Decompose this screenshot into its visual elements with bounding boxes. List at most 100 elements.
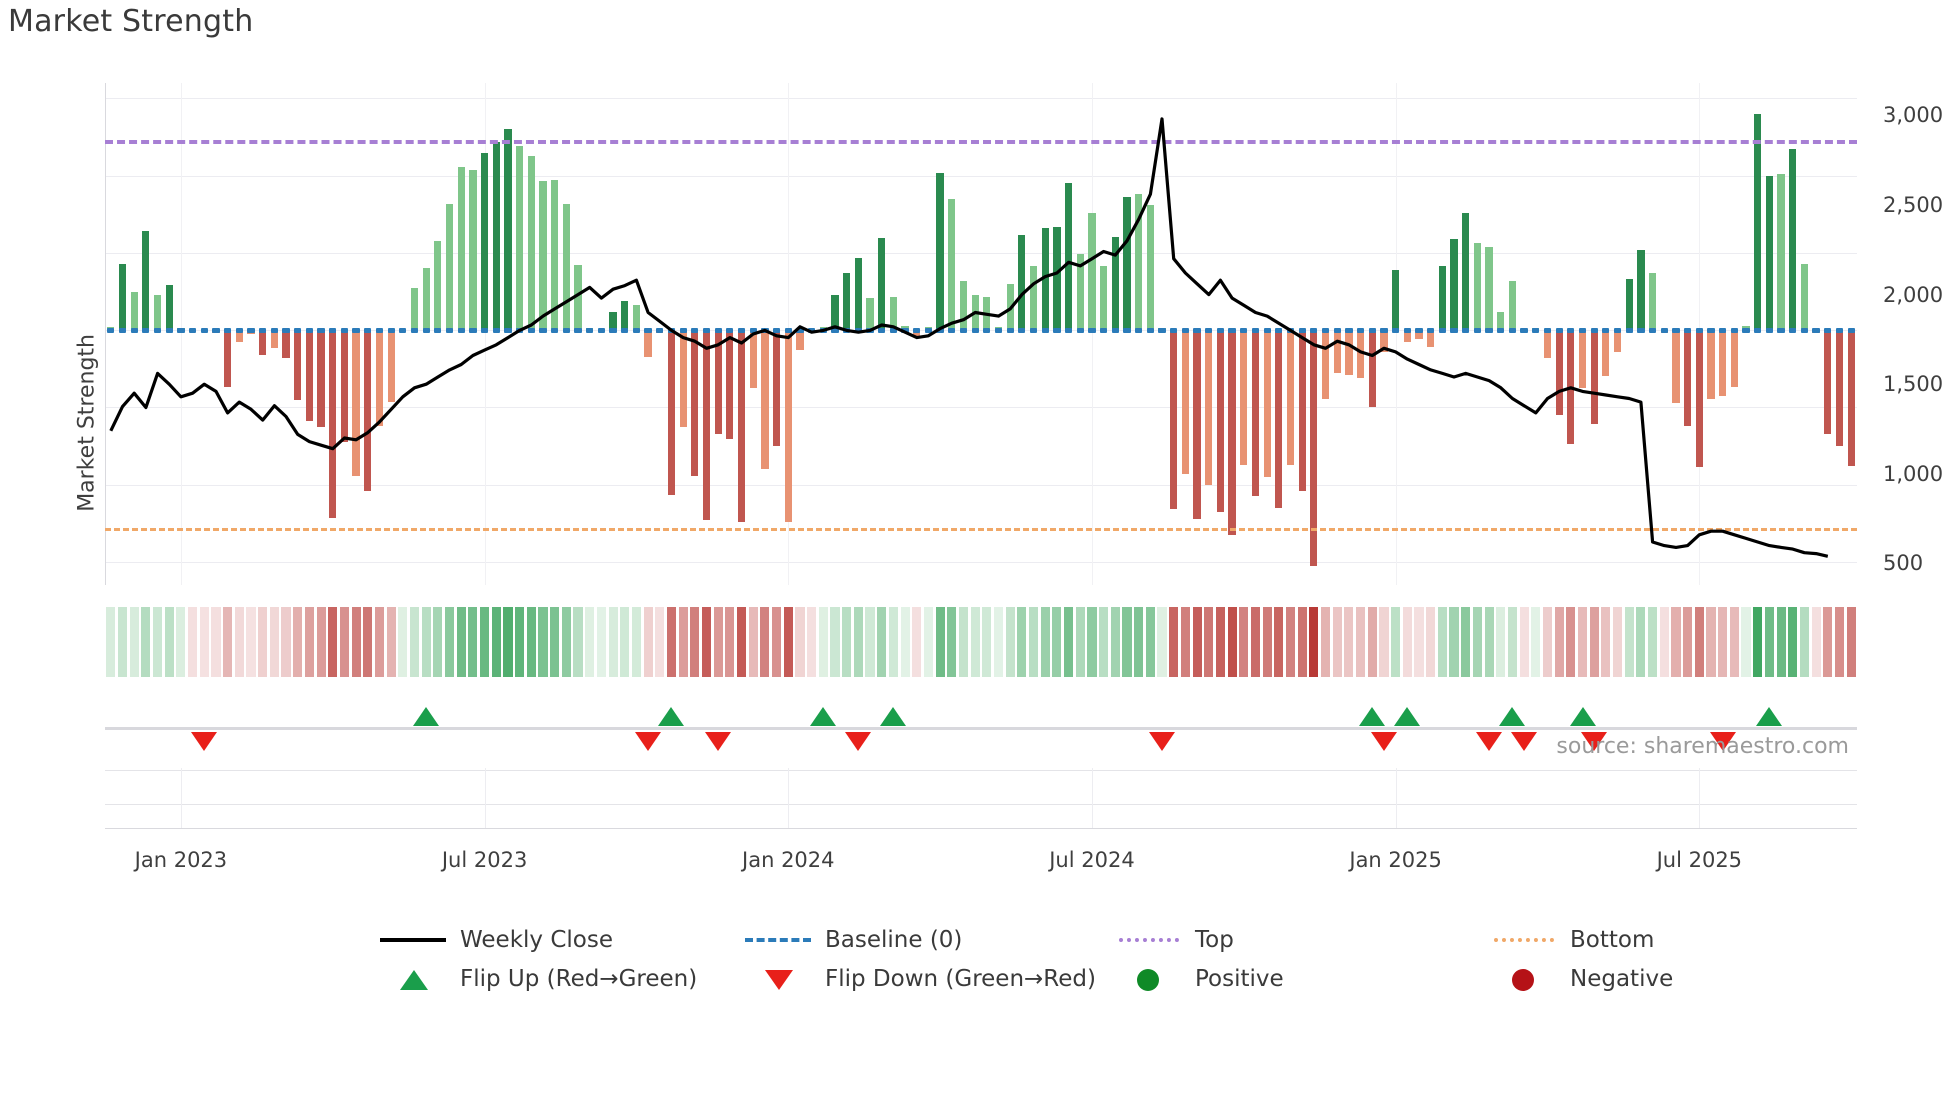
heatmap-cell[interactable] [1671,607,1681,677]
strength-bar[interactable] [539,181,547,331]
heatmap-cell[interactable] [339,607,349,677]
legend-item-top[interactable]: Top [1115,920,1234,959]
strength-bar[interactable] [469,170,477,331]
strength-bar[interactable] [1824,330,1832,435]
heatmap-cell[interactable] [1531,607,1541,677]
strength-bar[interactable] [224,330,232,387]
strength-bar[interactable] [1088,212,1096,331]
heatmap-cell[interactable] [865,607,875,677]
heatmap-cell[interactable] [772,607,782,677]
legend-item-baseline[interactable]: Baseline (0) [745,920,962,959]
strength-bar[interactable] [1123,196,1131,331]
heatmap-cell[interactable] [1215,607,1225,677]
strength-bar[interactable] [574,265,582,331]
heatmap-cell[interactable] [1064,607,1074,677]
strength-bar[interactable] [1730,330,1738,387]
strength-bar[interactable] [901,325,909,331]
heatmap-cell[interactable] [1157,607,1167,677]
flip-up-marker[interactable] [1394,707,1421,726]
strength-bar[interactable] [1275,330,1283,508]
strength-bar[interactable] [270,330,278,348]
strength-bar[interactable] [562,204,570,331]
strength-bar[interactable] [1251,330,1260,497]
heatmap-cell[interactable] [888,607,898,677]
heatmap-cell[interactable] [1344,607,1354,677]
strength-bar[interactable] [632,305,641,331]
strength-bar[interactable] [644,330,652,358]
heatmap-cell[interactable] [176,607,186,677]
strength-bar[interactable] [1368,330,1376,407]
flip-up-marker[interactable] [658,707,685,726]
heatmap-cell[interactable] [1239,607,1249,677]
heatmap-cell[interactable] [620,607,630,677]
heatmap-cell[interactable] [807,607,817,677]
strength-bar[interactable] [142,231,150,331]
strength-bar[interactable] [854,258,862,331]
strength-bar[interactable] [1392,269,1400,331]
legend-item-positive[interactable]: Positive [1115,959,1284,998]
heatmap-cell[interactable] [1519,607,1529,677]
heatmap-cell[interactable] [141,607,151,677]
flip-down-marker[interactable] [705,732,732,751]
flip-down-marker[interactable] [1370,732,1397,751]
heatmap-cell[interactable] [783,607,793,677]
heatmap-cell[interactable] [561,607,571,677]
heatmap-cell[interactable] [1437,607,1447,677]
legend-item-weekly-close[interactable]: Weekly Close [380,920,613,959]
heatmap-cell[interactable] [1332,607,1342,677]
heatmap-cell[interactable] [1507,607,1517,677]
heatmap-cell[interactable] [1169,607,1179,677]
heatmap-cell[interactable] [246,607,256,677]
heatmap-cell[interactable] [1134,607,1144,677]
strength-bar[interactable] [1181,330,1189,474]
heatmap-cell[interactable] [1379,607,1389,677]
heatmap-cell[interactable] [1309,607,1319,677]
flip-up-marker[interactable] [1756,707,1783,726]
heatmap-cell[interactable] [1029,607,1039,677]
strength-bar[interactable] [1205,330,1213,485]
flip-down-marker[interactable] [845,732,872,751]
strength-bar[interactable] [1438,266,1446,331]
strength-bar[interactable] [282,330,290,358]
strength-bar[interactable] [1473,242,1481,331]
strength-bar[interactable] [1321,330,1330,399]
heatmap-cell[interactable] [573,607,583,677]
heatmap-cell[interactable] [1075,607,1085,677]
flip-up-marker[interactable] [413,707,440,726]
strength-bar[interactable] [1427,330,1435,348]
strength-bar[interactable] [1602,330,1610,377]
strength-bar[interactable] [317,330,325,428]
heatmap-cell[interactable] [737,607,747,677]
heatmap-cell[interactable] [1356,607,1366,677]
heatmap-cell[interactable] [1554,607,1564,677]
flip-up-marker[interactable] [880,707,907,726]
heatmap-cell[interactable] [666,607,677,677]
legend-item-flip-down[interactable]: Flip Down (Green→Red) [745,959,1096,998]
strength-bar[interactable] [667,330,676,496]
strength-bar[interactable] [1053,226,1061,331]
heatmap-cell[interactable] [1729,607,1739,677]
strength-bar[interactable] [714,330,722,434]
flip-down-marker[interactable] [1149,732,1176,751]
strength-bar[interactable] [1543,330,1552,358]
heatmap-cell[interactable] [351,607,361,677]
legend-item-flip-up[interactable]: Flip Up (Red→Green) [380,959,697,998]
heatmap-cell[interactable] [678,607,688,677]
heatmap-cell[interactable] [1577,607,1588,677]
strength-bar[interactable] [959,280,968,331]
strength-bar[interactable] [1263,330,1271,477]
heatmap-cell[interactable] [947,607,957,677]
strength-bar[interactable] [1298,330,1306,491]
strength-bar[interactable] [1800,263,1809,331]
heatmap-cell[interactable] [1227,607,1237,677]
strength-bar[interactable] [1555,330,1563,416]
heatmap-cell[interactable] [538,607,548,677]
heatmap-cell[interactable] [1110,607,1120,677]
heatmap-cell[interactable] [1145,607,1155,677]
heatmap-cell[interactable] [760,607,770,677]
heatmap-cell[interactable] [1040,607,1050,677]
strength-bar[interactable] [1170,330,1178,509]
heatmap-cell[interactable] [701,607,712,677]
heatmap-cell[interactable] [456,607,466,677]
strength-bar[interactable] [1707,330,1715,399]
